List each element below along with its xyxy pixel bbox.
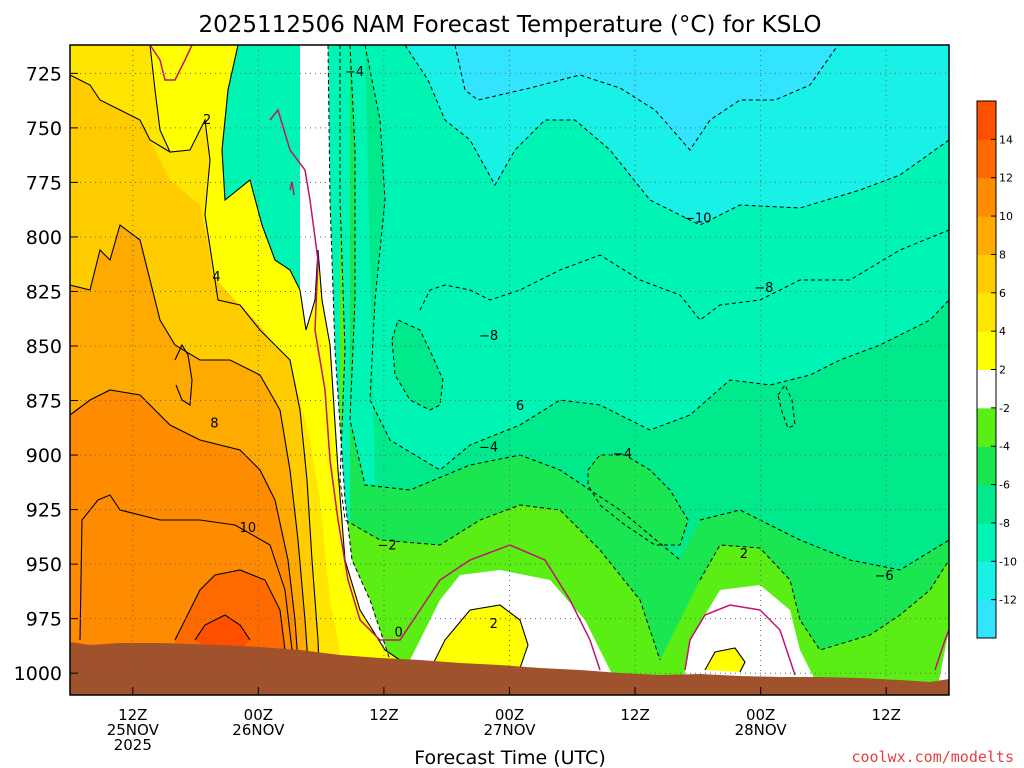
colorbar-label: 6 [999, 287, 1006, 300]
colorbar-label: 8 [999, 248, 1006, 261]
contour-label: −2 [377, 538, 396, 553]
colorbar-swatch [977, 254, 996, 294]
colorbar-label: 4 [999, 325, 1006, 338]
band-minus-2-to-2-corner [936, 630, 949, 695]
contour-label: −10 [684, 211, 711, 226]
x-tick-label: 25NOV [107, 721, 160, 739]
y-tick-label: 850 [26, 336, 62, 358]
y-tick-label: 800 [26, 227, 62, 249]
x-tick-label: 00Z [495, 706, 524, 724]
colorbar-label: -2 [999, 402, 1010, 415]
colorbar: -12 -10 -8 -6 -4 -2 2 4 6 8 10 12 14 [976, 100, 1017, 639]
pocket-minus-6-to-minus-8 [392, 320, 443, 410]
y-tick-label: 900 [26, 445, 62, 467]
grid-lines [70, 45, 949, 695]
colorbar-label: -6 [999, 479, 1010, 492]
contour-label: −4 [345, 65, 364, 80]
contour-label: 10 [240, 521, 257, 536]
colorbar-label: -8 [999, 517, 1010, 530]
x-tick-label: 00Z [746, 706, 775, 724]
pocket-8-to-10 [175, 345, 192, 405]
terrain-ground [70, 642, 949, 695]
contour-label: 4 [212, 270, 220, 285]
colorbar-label: -12 [999, 594, 1017, 607]
colorbar-swatch [977, 561, 996, 601]
y-tick-label: 925 [26, 500, 62, 522]
colorbar-swatch [977, 331, 996, 370]
colorbar-swatch [977, 177, 996, 217]
colorbar-swatch [977, 522, 996, 562]
x-tick-label: 28NOV [735, 721, 788, 739]
contour-label: 0 [394, 626, 402, 641]
contour-label: −4 [613, 447, 632, 462]
contour-label: −8 [754, 281, 773, 296]
pocket-2-to-4-right [705, 648, 745, 672]
y-tick-label: 1000 [14, 663, 62, 685]
y-tick-label: 975 [26, 609, 62, 631]
colorbar-swatch [977, 369, 996, 409]
x-tick-label: 2025 [114, 736, 152, 754]
contour-label: 2 [740, 547, 748, 562]
chart-title: 2025112506 NAM Forecast Temperature (°C)… [199, 12, 822, 38]
colorbar-swatch [977, 216, 996, 255]
y-tick-label: 875 [26, 391, 62, 413]
contour-label: −6 [875, 569, 894, 584]
contour-label: −8 [479, 329, 498, 344]
band-minus-2-to-minus-4 [340, 45, 949, 695]
y-tick-label: 775 [26, 172, 62, 194]
contour-label: 2 [203, 113, 211, 128]
zero-isotherm-lines [149, 45, 949, 676]
x-tick-label: 27NOV [483, 721, 536, 739]
y-axis: 725 750 775 800 825 850 875 900 925 950 975 1000 [14, 63, 78, 685]
credit-link[interactable]: coolwx.com/modelts [851, 748, 1014, 766]
colorbar-swatch [977, 407, 996, 447]
colorbar-swatch [977, 599, 996, 639]
band-below-minus-12 [455, 45, 838, 150]
colorbar-swatch [977, 446, 996, 486]
contour-label: 2 [490, 617, 498, 632]
colorbar-label: 2 [999, 364, 1006, 377]
y-tick-label: 825 [26, 281, 62, 303]
colorbar-swatch [977, 139, 996, 179]
x-tick-label: 12Z [620, 706, 649, 724]
contour-label: 8 [210, 416, 218, 431]
x-tick-label: 12Z [872, 706, 901, 724]
colorbar-swatch [977, 484, 996, 524]
x-tick-label: 12Z [369, 706, 398, 724]
colorbar-label: 12 [999, 172, 1013, 185]
contour-label: 6 [516, 399, 524, 414]
pocket-minus-4-to-minus-6 [588, 455, 688, 545]
colorbar-label: -4 [999, 440, 1010, 453]
colorbar-label: 14 [999, 133, 1013, 146]
y-tick-label: 950 [26, 554, 62, 576]
colorbar-swatch [977, 101, 996, 140]
x-tick-label: 00Z [244, 706, 273, 724]
colorbar-label: 10 [999, 210, 1013, 223]
y-tick-label: 725 [26, 63, 62, 85]
band-core-max [195, 615, 250, 650]
x-tick-label: 26NOV [232, 721, 285, 739]
colorbar-swatch [977, 292, 996, 332]
x-axis-label: Forecast Time (UTC) [414, 747, 605, 768]
y-tick-label: 750 [26, 118, 62, 140]
plot-area [70, 45, 949, 695]
cold-isotherm-lines [327, 45, 949, 661]
contour-label: −4 [479, 440, 498, 455]
contour-labels: −4 2 4 −10 −8 −8 6 8 −4 −4 10 −2 2 −6 0 2 [203, 65, 894, 641]
pocket-2-to-4-bottom [430, 605, 528, 672]
x-tick-label: 12Z [118, 706, 147, 724]
colorbar-label: -10 [999, 555, 1017, 568]
